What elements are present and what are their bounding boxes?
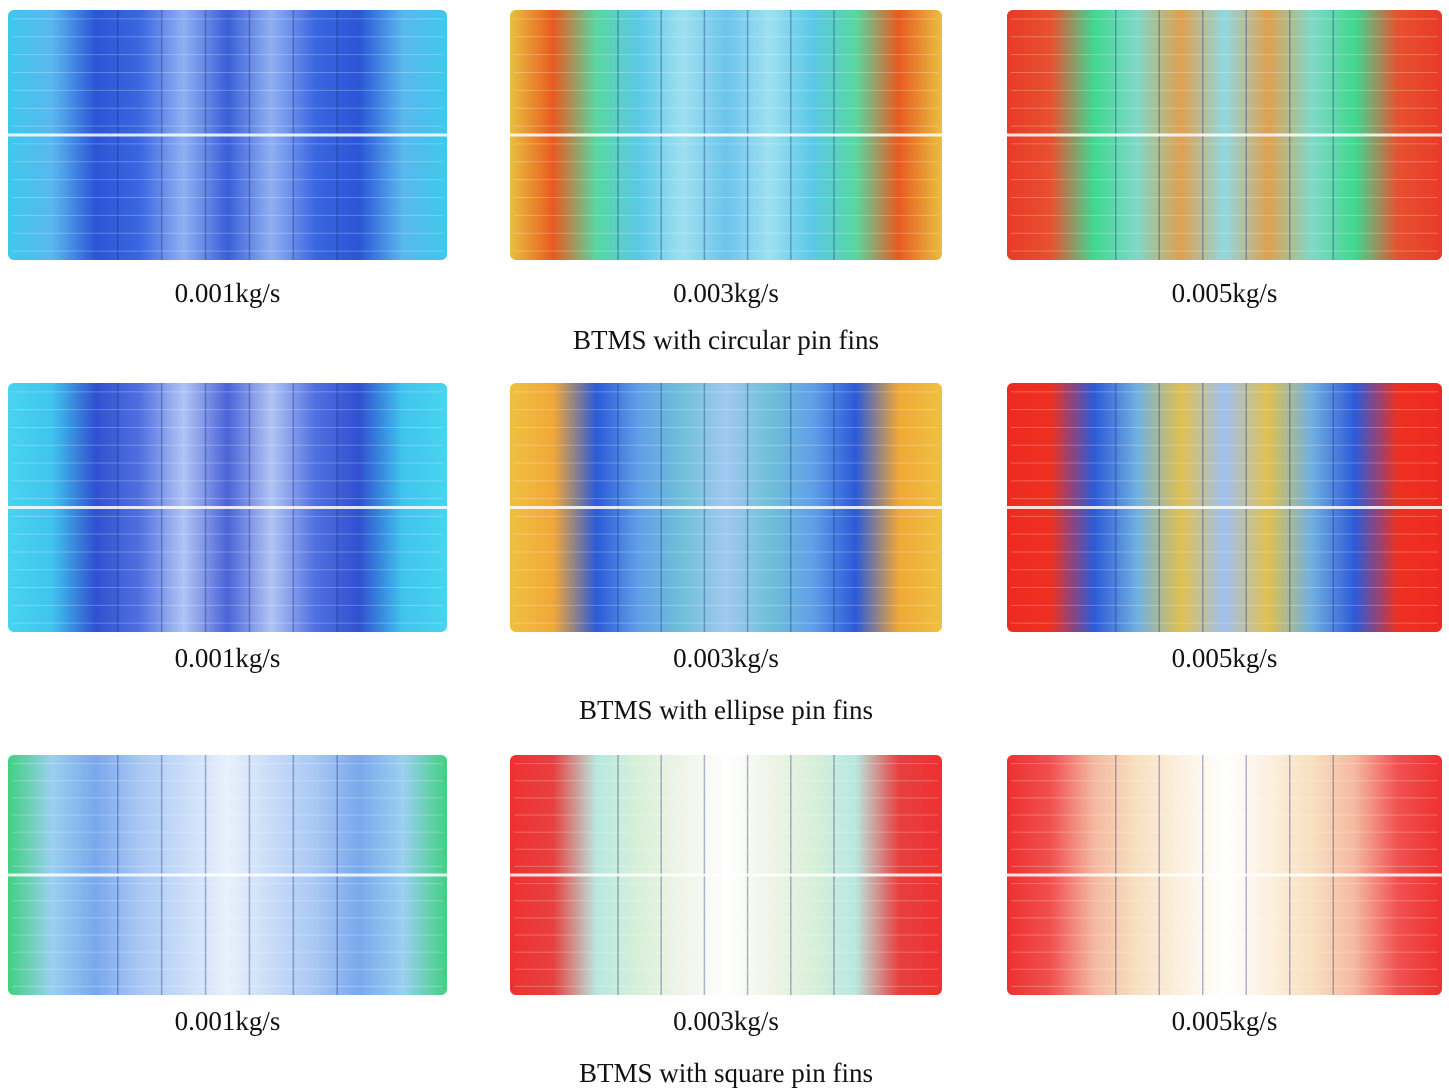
flow-rate-label: 0.003kg/s — [673, 278, 779, 308]
flow-panel — [510, 383, 942, 632]
flow-panel — [510, 755, 942, 995]
flow-rate-label: 0.003kg/s — [673, 643, 779, 673]
flow-panel — [510, 10, 942, 260]
figure: 0.001kg/s 0.003kg/s 0.005kg/s BTMS with cir… — [0, 0, 1449, 1092]
group-title: BTMS with circular pin fins — [573, 325, 879, 355]
flow-rate-label: 0.005kg/s — [1172, 278, 1278, 308]
group-title: BTMS with ellipse pin fins — [579, 695, 873, 725]
flow-panel — [8, 383, 447, 632]
flow-panel — [8, 10, 447, 260]
flow-rate-label: 0.001kg/s — [175, 1006, 281, 1036]
flow-rate-label: 0.003kg/s — [673, 1006, 779, 1036]
flow-rate-label: 0.001kg/s — [175, 278, 281, 308]
flow-panel — [1007, 10, 1442, 260]
flow-panel — [1007, 755, 1442, 995]
flow-panel — [8, 755, 447, 995]
flow-rate-label: 0.005kg/s — [1172, 1006, 1278, 1036]
group-title: BTMS with square pin fins — [579, 1058, 873, 1088]
flow-rate-label: 0.001kg/s — [175, 643, 281, 673]
flow-rate-label: 0.005kg/s — [1172, 643, 1278, 673]
flow-panel — [1007, 383, 1442, 632]
